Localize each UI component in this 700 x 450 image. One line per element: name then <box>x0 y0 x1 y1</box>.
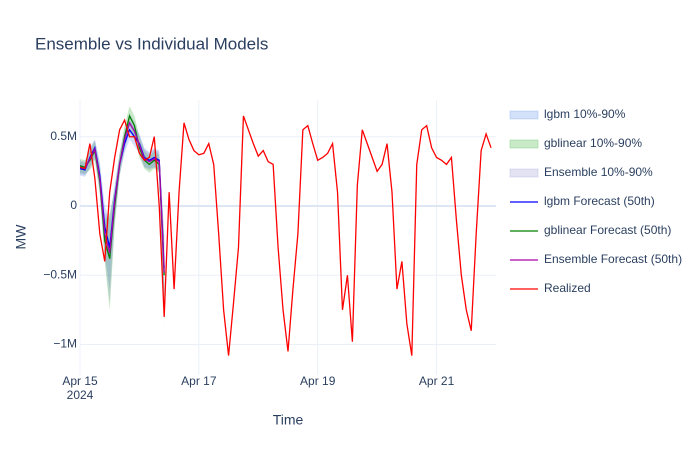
series-line <box>80 121 165 273</box>
x-tick-label: Apr 17 <box>181 374 217 388</box>
plot-area <box>80 106 492 356</box>
legend-label: Ensemble 10%-90% <box>544 165 653 179</box>
legend-label: Realized <box>544 281 591 295</box>
chart-title: Ensemble vs Individual Models <box>35 34 268 53</box>
y-tick-label: −0.5M <box>43 267 77 281</box>
y-axis-label: MW <box>13 224 29 250</box>
y-tick-label: 0 <box>70 198 77 212</box>
legend-label: gblinear Forecast (50th) <box>544 223 671 237</box>
y-tick-label: 0.5M <box>50 129 77 143</box>
legend-label: lgbm Forecast (50th) <box>544 194 655 208</box>
legend-swatch <box>509 110 539 120</box>
band <box>80 120 165 317</box>
x-axis-label: Time <box>273 412 304 428</box>
legend-label: gblinear 10%-90% <box>544 136 642 150</box>
legend-label: Ensemble Forecast (50th) <box>544 252 682 266</box>
legend: lgbm 10%-90% gblinear 10%-90% Ensemble 10%… <box>509 107 682 295</box>
x-tick-label: Apr 19 <box>300 374 336 388</box>
legend-swatch <box>509 139 539 149</box>
legend-label: lgbm 10%-90% <box>544 107 626 121</box>
x-tick-label: Apr 15 2024 <box>62 374 98 402</box>
grid: Apr 15 2024 Apr 17 Apr 19 Apr 21 0.5M 0 −0.5M −1… <box>43 100 496 402</box>
band <box>80 106 165 324</box>
legend-swatch <box>509 168 539 178</box>
y-tick-label: −1M <box>53 337 77 351</box>
series-line <box>80 115 492 356</box>
x-tick-label: Apr 21 <box>419 374 455 388</box>
